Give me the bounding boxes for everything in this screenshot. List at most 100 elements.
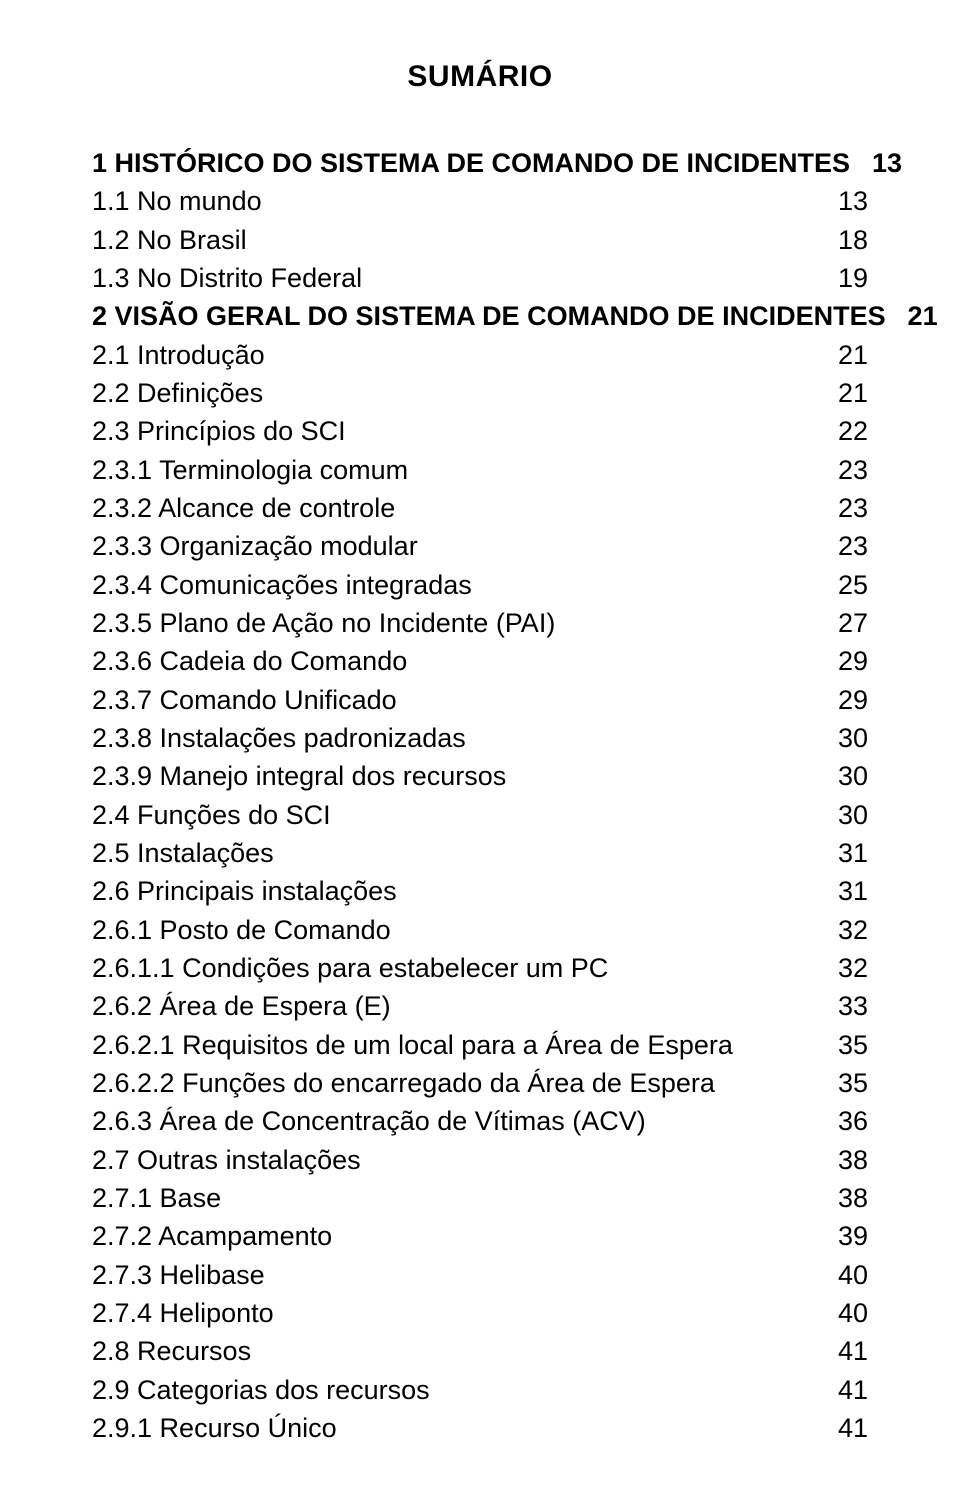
toc-entry-text: 2.3.3 Organização modular [92,527,418,565]
toc-row: 2.8 Recursos 41 [92,1332,868,1370]
toc-entry-text: 2.7.2 Acampamento [92,1217,332,1255]
toc-row: 2.5 Instalações 31 [92,834,868,872]
toc-entry-page: 13 [816,182,868,220]
toc-entry-page: 38 [816,1141,868,1179]
toc-entry-page: 29 [816,642,868,680]
toc-entry-text: 2.3.4 Comunicações integradas [92,566,472,604]
toc-entry-page: 40 [816,1294,868,1332]
toc-entry-text: 2.3.6 Cadeia do Comando [92,642,407,680]
toc-entry-page: 41 [816,1371,868,1409]
toc-entry-page: 19 [816,259,868,297]
toc-row: 2.6.1 Posto de Comando 32 [92,911,868,949]
toc-entry-page: 32 [816,949,868,987]
toc-entry-text: 2.4 Funções do SCI [92,796,331,834]
toc-entry-page: 29 [816,681,868,719]
toc-entry-text: 2.7.3 Helibase [92,1256,265,1294]
toc-row: 2.3 Princípios do SCI 22 [92,412,868,450]
toc-entry-page: 22 [816,412,868,450]
toc-row: 2.3.3 Organização modular 23 [92,527,868,565]
page-title: SUMÁRIO [92,60,868,94]
toc-entry-page: 23 [816,489,868,527]
toc-entry-page: 13 [850,144,902,182]
toc-row: 2.6.2.1 Requisitos de um local para a Ár… [92,1026,868,1064]
toc-entry-page: 32 [816,911,868,949]
toc-entry-text: 2.8 Recursos [92,1332,251,1370]
toc-entry-page: 23 [816,451,868,489]
toc-row: 2.6 Principais instalações 31 [92,872,868,910]
toc-entry-text: 1.3 No Distrito Federal [92,259,362,297]
toc-entry-text: 2.9 Categorias dos recursos [92,1371,430,1409]
toc-entry-text: 1.2 No Brasil [92,221,247,259]
toc-entry-text: 2.3.8 Instalações padronizadas [92,719,466,757]
toc-entry-text: 2 VISÃO GERAL DO SISTEMA DE COMANDO DE I… [92,297,886,335]
toc-entry-page: 27 [816,604,868,642]
toc-row: 1.3 No Distrito Federal 19 [92,259,868,297]
toc-entry-text: 2.7 Outras instalações [92,1141,361,1179]
toc-entry-page: 31 [816,834,868,872]
toc-row: 2.6.2 Área de Espera (E) 33 [92,987,868,1025]
toc-row: 2.6.2.2 Funções do encarregado da Área d… [92,1064,868,1102]
toc-entry-text: 2.6.2.2 Funções do encarregado da Área d… [92,1064,715,1102]
page-container: SUMÁRIO 1 HISTÓRICO DO SISTEMA DE COMAND… [0,0,960,1487]
toc-row: 2.3.2 Alcance de controle 23 [92,489,868,527]
toc-entry-page: 41 [816,1332,868,1370]
toc-entry-page: 31 [816,872,868,910]
toc-entry-page: 40 [816,1256,868,1294]
toc-entry-text: 2.3.5 Plano de Ação no Incidente (PAI) [92,604,555,642]
toc-entry-text: 2.3.9 Manejo integral dos recursos [92,757,506,795]
toc-row: 2.7.1 Base 38 [92,1179,868,1217]
toc-entry-page: 21 [816,374,868,412]
toc-row: 2.7.4 Heliponto 40 [92,1294,868,1332]
toc-entry-text: 2.6.1 Posto de Comando [92,911,391,949]
toc-row: 2.6.1.1 Condições para estabelecer um PC… [92,949,868,987]
toc-row: 2.3.9 Manejo integral dos recursos 30 [92,757,868,795]
toc-entry-page: 30 [816,757,868,795]
toc-row: 2.9 Categorias dos recursos 41 [92,1371,868,1409]
toc-entry-text: 2.6.1.1 Condições para estabelecer um PC [92,949,608,987]
toc-entry-page: 41 [816,1409,868,1447]
toc-row: 2.3.4 Comunicações integradas 25 [92,566,868,604]
toc-entry-text: 2.6.2.1 Requisitos de um local para a Ár… [92,1026,733,1064]
toc-row: 2.2 Definições 21 [92,374,868,412]
toc-row: 2.3.8 Instalações padronizadas30 [92,719,868,757]
toc-entry-text: 1.1 No mundo [92,182,262,220]
toc-entry-text: 2.2 Definições [92,374,263,412]
toc-entry-text: 2.3.1 Terminologia comum [92,451,408,489]
toc-row: 2.1 Introdução 21 [92,336,868,374]
toc-entry-page: 35 [816,1064,868,1102]
toc-row: 2.3.6 Cadeia do Comando 29 [92,642,868,680]
toc-row: 2.7.3 Helibase 40 [92,1256,868,1294]
toc-entry-text: 2.5 Instalações [92,834,274,872]
toc-entry-text: 1 HISTÓRICO DO SISTEMA DE COMANDO DE INC… [92,144,850,182]
toc-row: 2.3.1 Terminologia comum 23 [92,451,868,489]
toc-row: 1.2 No Brasil 18 [92,221,868,259]
toc-entry-text: 2.3.2 Alcance de controle [92,489,395,527]
toc-entry-page: 35 [816,1026,868,1064]
toc-entry-text: 2.6 Principais instalações [92,872,397,910]
toc-entry-page: 38 [816,1179,868,1217]
toc-entry-text: 2.9.1 Recurso Único [92,1409,337,1447]
toc-row: 2.9.1 Recurso Único 41 [92,1409,868,1447]
toc-entry-page: 25 [816,566,868,604]
toc-entry-text: 2.3 Princípios do SCI [92,412,346,450]
toc-row: 2.4 Funções do SCI30 [92,796,868,834]
toc-entry-page: 21 [816,336,868,374]
toc-entry-text: 2.3.7 Comando Unificado [92,681,397,719]
toc-entry-page: 36 [816,1102,868,1140]
toc-row: 2.7 Outras instalações 38 [92,1141,868,1179]
toc-row: 2.7.2 Acampamento39 [92,1217,868,1255]
toc-entry-text: 2.6.2 Área de Espera (E) [92,987,391,1025]
toc-entry-page: 33 [816,987,868,1025]
toc-row: 2 VISÃO GERAL DO SISTEMA DE COMANDO DE I… [92,297,868,335]
toc-row: 2.3.7 Comando Unificado 29 [92,681,868,719]
toc-entry-page: 21 [886,297,938,335]
toc-entry-text: 2.6.3 Área de Concentração de Vítimas (A… [92,1102,646,1140]
toc-row: 1 HISTÓRICO DO SISTEMA DE COMANDO DE INC… [92,144,868,182]
toc-row: 1.1 No mundo 13 [92,182,868,220]
toc-entry-text: 2.7.1 Base [92,1179,221,1217]
toc-entry-page: 18 [816,221,868,259]
table-of-contents: 1 HISTÓRICO DO SISTEMA DE COMANDO DE INC… [92,144,868,1447]
toc-entry-text: 2.7.4 Heliponto [92,1294,274,1332]
toc-entry-page: 23 [816,527,868,565]
toc-entry-text: 2.1 Introdução [92,336,265,374]
